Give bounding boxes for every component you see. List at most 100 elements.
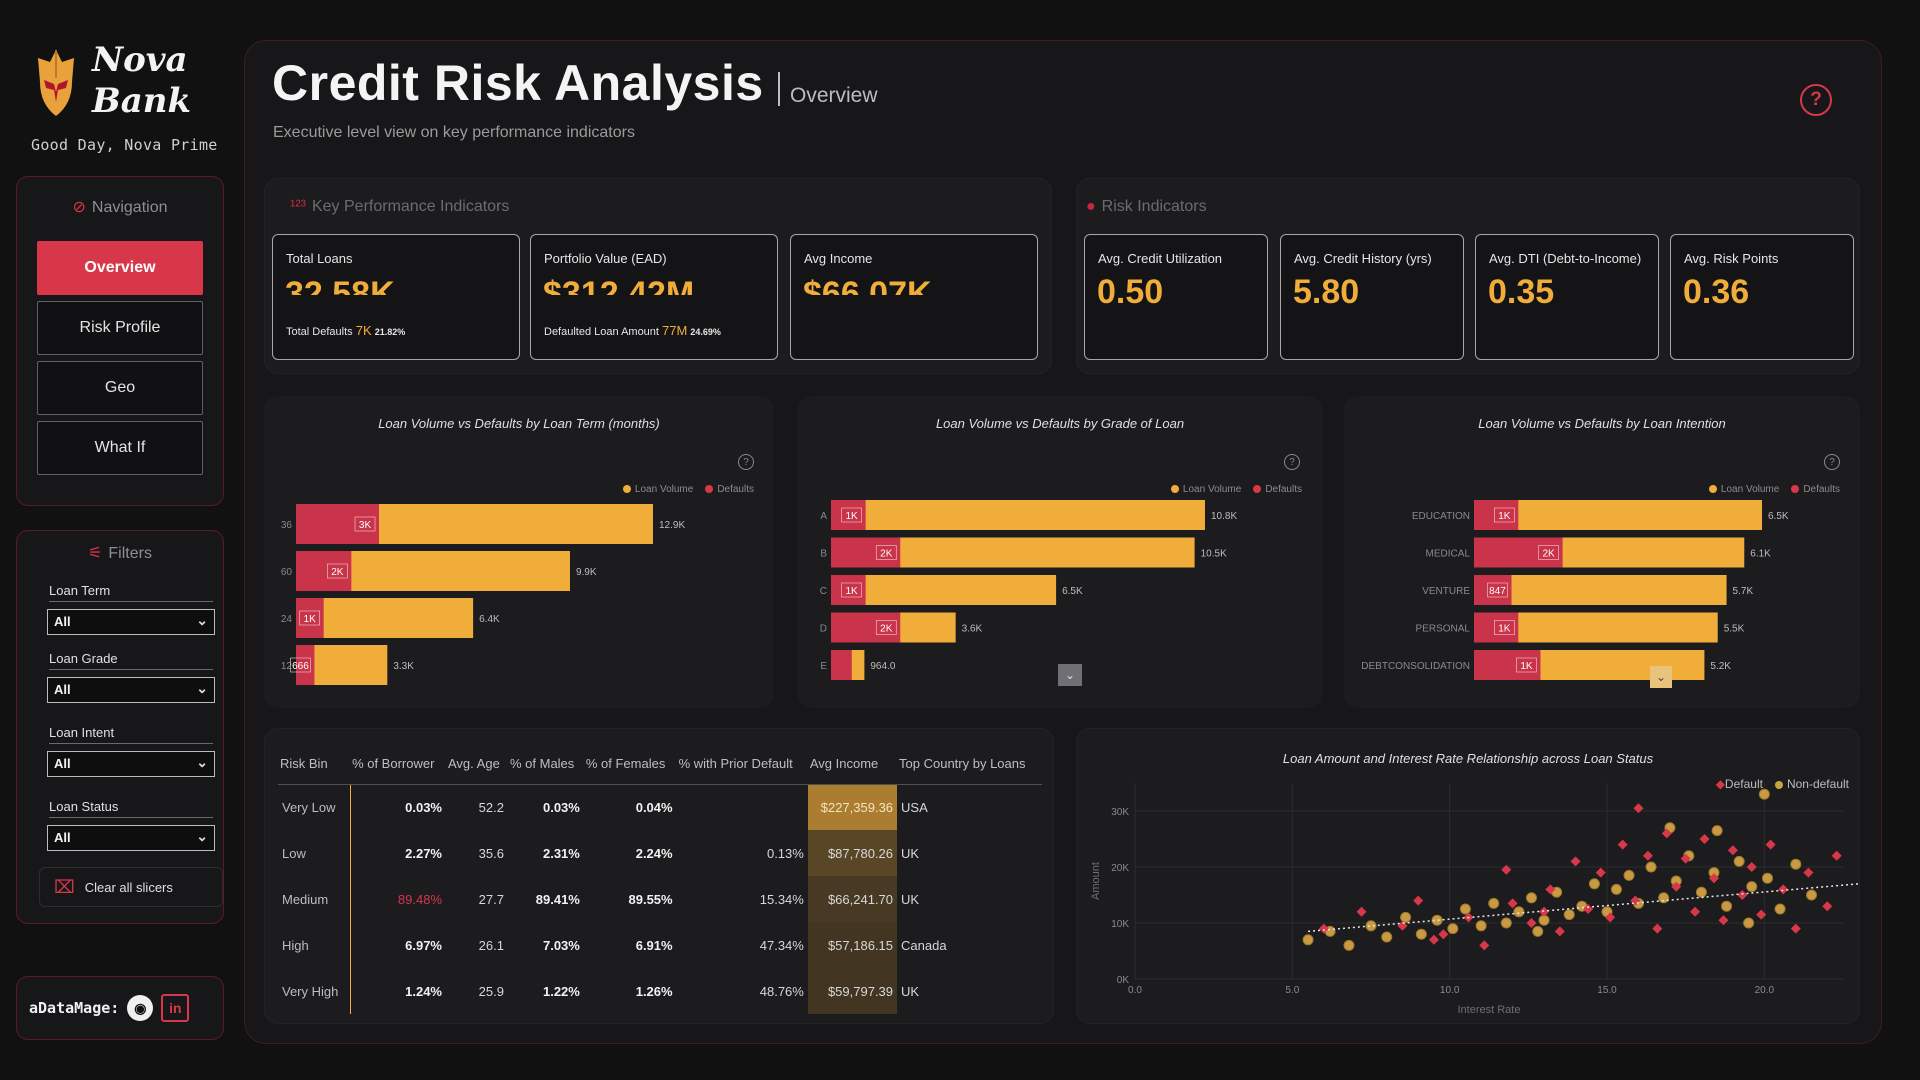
default-point[interactable] — [1356, 906, 1367, 917]
table-column-header[interactable]: Avg. Age — [446, 744, 508, 785]
default-point[interactable] — [1690, 906, 1701, 917]
nav-risk-profile-button[interactable]: Risk Profile — [37, 301, 203, 355]
non-default-point[interactable] — [1513, 906, 1525, 918]
defaults-bar[interactable] — [296, 504, 380, 544]
defaults-bar[interactable] — [296, 645, 315, 685]
non-default-point[interactable] — [1645, 861, 1657, 873]
defaults-bar[interactable] — [831, 500, 866, 530]
table-column-header[interactable]: Top Country by Loans — [897, 744, 1042, 785]
non-default-point[interactable] — [1365, 920, 1377, 932]
non-default-point[interactable] — [1733, 855, 1745, 867]
default-point[interactable] — [1397, 920, 1408, 931]
table-column-header[interactable]: Avg Income — [807, 744, 898, 785]
non-default-point[interactable] — [1743, 917, 1755, 929]
defaults-bar[interactable] — [1474, 500, 1519, 530]
clear-slicers-button[interactable]: ⌧ Clear all slicers — [39, 867, 223, 907]
non-default-point[interactable] — [1532, 925, 1544, 937]
table-column-header[interactable]: % of Males — [507, 744, 584, 785]
non-default-point[interactable] — [1459, 903, 1471, 915]
non-default-point[interactable] — [1721, 900, 1733, 912]
default-point[interactable] — [1822, 901, 1833, 912]
chevron-down-icon[interactable]: ⌄ — [1650, 666, 1672, 688]
volume-bar[interactable] — [1474, 500, 1762, 530]
table-row[interactable]: Very High 1.24% 25.9 1.22% 1.26% 48.76% $59,79… — [278, 968, 1042, 1014]
table-column-header[interactable]: % with Prior Default — [676, 744, 808, 785]
table-column-header[interactable]: Risk Bin — [278, 744, 351, 785]
default-point[interactable] — [1554, 926, 1565, 937]
default-point[interactable] — [1803, 867, 1814, 878]
default-point[interactable] — [1438, 929, 1449, 940]
default-point[interactable] — [1708, 873, 1719, 884]
linkedin-icon[interactable]: in — [161, 994, 190, 1022]
non-default-point[interactable] — [1381, 931, 1393, 943]
table-row[interactable]: Low 2.27% 35.6 2.31% 2.24% 0.13% $87,780.26 UK — [278, 830, 1042, 876]
default-point[interactable] — [1718, 915, 1729, 926]
default-point[interactable] — [1507, 898, 1518, 909]
default-point[interactable] — [1479, 940, 1490, 951]
defaults-bar[interactable] — [831, 575, 866, 605]
defaults-bar[interactable] — [296, 551, 352, 591]
default-point[interactable] — [1617, 839, 1628, 850]
volume-bar[interactable] — [831, 575, 1057, 605]
table-row[interactable]: Very Low 0.03% 52.2 0.03% 0.04% $227,359.36 US… — [278, 784, 1042, 830]
non-default-point[interactable] — [1488, 897, 1500, 909]
loan-term-select[interactable]: All ⌄ — [47, 609, 215, 635]
non-default-point[interactable] — [1431, 914, 1443, 926]
default-point[interactable] — [1737, 890, 1748, 900]
defaults-bar[interactable] — [296, 598, 324, 638]
default-point[interactable] — [1595, 867, 1606, 878]
default-point[interactable] — [1680, 853, 1691, 864]
non-default-point[interactable] — [1758, 788, 1770, 800]
non-default-point[interactable] — [1746, 881, 1758, 893]
default-point[interactable] — [1501, 864, 1512, 875]
defaults-bar[interactable] — [1474, 537, 1563, 568]
chevron-down-icon[interactable]: ⌄ — [1058, 664, 1082, 686]
help-icon[interactable]: ? — [1800, 84, 1832, 116]
loan-intent-select[interactable]: All ⌄ — [47, 751, 215, 777]
non-default-point[interactable] — [1774, 903, 1786, 915]
volume-bar[interactable] — [831, 500, 1205, 530]
default-point[interactable] — [1583, 904, 1594, 914]
default-point[interactable] — [1605, 912, 1616, 923]
loan-grade-select[interactable]: All ⌄ — [47, 677, 215, 703]
non-default-point[interactable] — [1711, 825, 1723, 837]
non-default-point[interactable] — [1525, 892, 1537, 904]
default-point[interactable] — [1318, 923, 1329, 934]
defaults-bar[interactable] — [831, 650, 852, 680]
default-point[interactable] — [1526, 918, 1537, 928]
non-default-point[interactable] — [1588, 878, 1600, 890]
table-column-header[interactable]: % of Borrower — [350, 744, 446, 785]
help-icon[interactable]: ? — [1284, 454, 1300, 470]
nav-geo-button[interactable]: Geo — [37, 361, 203, 415]
defaults-bar[interactable] — [1474, 575, 1512, 605]
defaults-bar[interactable] — [831, 612, 901, 643]
nav-what-if-button[interactable]: What If — [37, 421, 203, 475]
non-default-point[interactable] — [1563, 909, 1575, 921]
help-icon[interactable]: ? — [738, 454, 754, 470]
default-point[interactable] — [1765, 839, 1776, 850]
non-default-point[interactable] — [1623, 869, 1635, 881]
table-column-header[interactable]: % of Females — [583, 744, 677, 785]
non-default-point[interactable] — [1415, 928, 1427, 940]
default-point[interactable] — [1746, 862, 1757, 872]
default-point[interactable] — [1831, 850, 1842, 861]
nav-overview-button[interactable]: Overview — [37, 241, 203, 295]
help-icon[interactable]: ? — [1824, 454, 1840, 470]
default-point[interactable] — [1570, 856, 1581, 867]
table-row[interactable]: High 6.97% 26.1 7.03% 6.91% 47.34% $57,186.15 C… — [278, 922, 1042, 968]
table-row[interactable]: Medium 89.48% 27.7 89.41% 89.55% 15.34% $66,24… — [278, 876, 1042, 922]
non-default-point[interactable] — [1695, 886, 1707, 898]
defaults-bar[interactable] — [1474, 650, 1541, 680]
default-point[interactable] — [1727, 845, 1738, 856]
default-point[interactable] — [1756, 909, 1767, 920]
default-point[interactable] — [1633, 803, 1644, 814]
default-point[interactable] — [1539, 906, 1550, 917]
default-point[interactable] — [1671, 881, 1682, 892]
non-default-point[interactable] — [1806, 889, 1818, 901]
default-point[interactable] — [1642, 850, 1653, 861]
non-default-point[interactable] — [1400, 911, 1412, 923]
non-default-point[interactable] — [1343, 939, 1355, 951]
non-default-point[interactable] — [1610, 883, 1622, 895]
non-default-point[interactable] — [1790, 858, 1802, 870]
default-point[interactable] — [1413, 895, 1424, 906]
